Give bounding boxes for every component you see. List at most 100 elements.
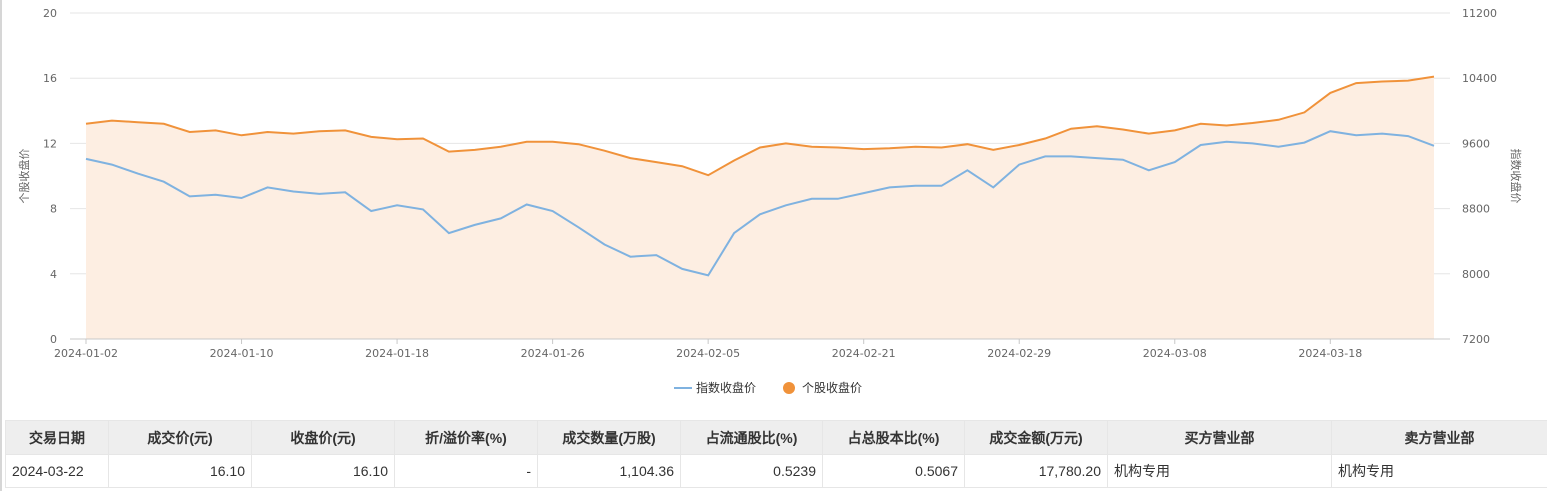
stock-close-point[interactable]: [1042, 136, 1048, 142]
col-header-float-pct[interactable]: 占流通股比(%): [680, 420, 823, 455]
stock-close-point[interactable]: [1405, 78, 1411, 84]
stock-close-point[interactable]: [135, 119, 141, 125]
stock-close-point[interactable]: [264, 129, 270, 135]
index-close-point[interactable]: [420, 206, 426, 212]
index-close-point[interactable]: [394, 202, 400, 208]
stock-close-point[interactable]: [368, 134, 374, 140]
index-close-point[interactable]: [1353, 132, 1359, 138]
index-close-point[interactable]: [368, 208, 374, 214]
stock-close-point[interactable]: [1275, 117, 1281, 123]
index-close-point[interactable]: [161, 179, 167, 185]
index-close-point[interactable]: [1094, 155, 1100, 161]
index-close-point[interactable]: [1068, 153, 1074, 159]
stock-close-point[interactable]: [109, 118, 115, 124]
stock-close-point[interactable]: [1198, 121, 1204, 127]
index-close-point[interactable]: [1250, 140, 1256, 146]
index-close-point[interactable]: [264, 184, 270, 190]
stock-close-point[interactable]: [861, 146, 867, 152]
index-close-point[interactable]: [653, 252, 659, 258]
index-close-point[interactable]: [109, 162, 115, 168]
index-close-point[interactable]: [446, 230, 452, 236]
index-close-point[interactable]: [1327, 128, 1333, 134]
stock-close-point[interactable]: [1094, 123, 1100, 129]
index-close-point[interactable]: [1301, 140, 1307, 146]
index-close-point[interactable]: [239, 195, 245, 201]
stock-close-point[interactable]: [990, 147, 996, 153]
col-header-close-price[interactable]: 收盘价(元): [251, 420, 395, 455]
index-close-point[interactable]: [1172, 159, 1178, 165]
stock-close-point[interactable]: [1068, 126, 1074, 132]
col-header-premium[interactable]: 折/溢价率(%): [394, 420, 538, 455]
stock-close-point[interactable]: [809, 144, 815, 150]
stock-close-point[interactable]: [783, 140, 789, 146]
index-close-point[interactable]: [1198, 142, 1204, 148]
stock-close-point[interactable]: [316, 128, 322, 134]
stock-close-point[interactable]: [1146, 131, 1152, 137]
stock-close-point[interactable]: [1301, 109, 1307, 115]
col-header-seller[interactable]: 卖方营业部: [1331, 420, 1547, 455]
stock-close-point[interactable]: [83, 121, 89, 127]
legend-item-index[interactable]: 指数收盘价: [674, 380, 756, 395]
index-close-point[interactable]: [627, 254, 633, 260]
index-close-point[interactable]: [83, 156, 89, 162]
stock-close-point[interactable]: [1327, 90, 1333, 96]
stock-close-point[interactable]: [394, 136, 400, 142]
col-header-buyer[interactable]: 买方营业部: [1107, 420, 1332, 455]
index-close-point[interactable]: [783, 202, 789, 208]
stock-close-point[interactable]: [835, 144, 841, 150]
index-close-point[interactable]: [524, 202, 530, 208]
index-close-point[interactable]: [316, 191, 322, 197]
stock-close-point[interactable]: [213, 127, 219, 133]
stock-close-point[interactable]: [524, 139, 530, 145]
stock-close-point[interactable]: [1224, 122, 1230, 128]
stock-close-point[interactable]: [446, 149, 452, 155]
index-close-point[interactable]: [990, 184, 996, 190]
stock-close-point[interactable]: [1016, 142, 1022, 148]
legend-item-stock[interactable]: 个股收盘价: [783, 380, 862, 395]
stock-close-point[interactable]: [290, 131, 296, 137]
stock-close-point[interactable]: [1250, 120, 1256, 126]
index-close-point[interactable]: [1431, 143, 1437, 149]
index-close-point[interactable]: [290, 188, 296, 194]
stock-close-point[interactable]: [472, 147, 478, 153]
stock-close-point[interactable]: [913, 144, 919, 150]
index-close-point[interactable]: [679, 266, 685, 272]
col-header-total-pct[interactable]: 占总股本比(%): [822, 420, 965, 455]
stock-close-point[interactable]: [576, 141, 582, 147]
index-close-point[interactable]: [938, 183, 944, 189]
index-close-point[interactable]: [887, 184, 893, 190]
index-close-point[interactable]: [550, 208, 556, 214]
index-close-point[interactable]: [1016, 162, 1022, 168]
index-close-point[interactable]: [601, 241, 607, 247]
index-close-point[interactable]: [913, 183, 919, 189]
col-header-date[interactable]: 交易日期: [5, 420, 109, 455]
stock-close-point[interactable]: [420, 136, 426, 142]
stock-close-point[interactable]: [679, 163, 685, 169]
index-close-point[interactable]: [135, 171, 141, 177]
index-close-point[interactable]: [861, 190, 867, 196]
stock-close-point[interactable]: [731, 158, 737, 164]
stock-close-point[interactable]: [1172, 127, 1178, 133]
index-close-point[interactable]: [1224, 139, 1230, 145]
index-close-point[interactable]: [835, 196, 841, 202]
index-close-point[interactable]: [757, 211, 763, 217]
index-close-point[interactable]: [1405, 133, 1411, 139]
stock-close-point[interactable]: [1120, 127, 1126, 133]
index-close-point[interactable]: [498, 215, 504, 221]
stock-close-point[interactable]: [239, 132, 245, 138]
stock-close-point[interactable]: [498, 144, 504, 150]
index-close-point[interactable]: [1146, 167, 1152, 173]
stock-close-point[interactable]: [1431, 74, 1437, 80]
index-close-point[interactable]: [1120, 157, 1126, 163]
index-close-point[interactable]: [731, 230, 737, 236]
index-close-point[interactable]: [1042, 153, 1048, 159]
stock-close-point[interactable]: [705, 172, 711, 178]
col-header-trade-price[interactable]: 成交价(元): [108, 420, 252, 455]
stock-close-point[interactable]: [187, 129, 193, 135]
index-close-point[interactable]: [576, 224, 582, 230]
stock-close-point[interactable]: [627, 155, 633, 161]
stock-close-point[interactable]: [1353, 80, 1359, 86]
index-close-point[interactable]: [1379, 131, 1385, 137]
stock-close-point[interactable]: [161, 121, 167, 127]
stock-close-point[interactable]: [601, 148, 607, 154]
